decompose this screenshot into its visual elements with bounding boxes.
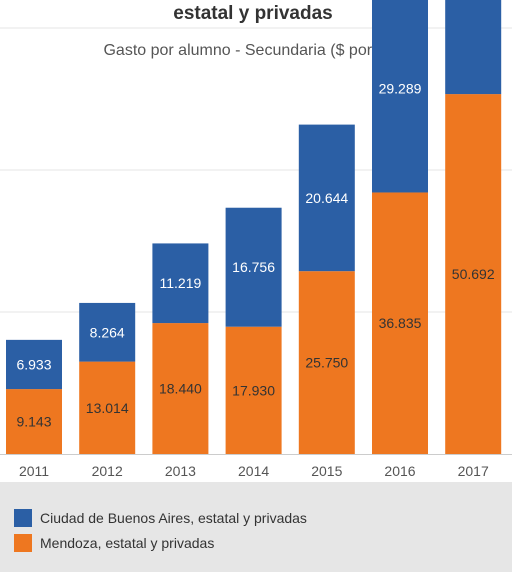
x-tick-label-2011: 2011 — [19, 463, 49, 479]
legend-item-mendoza[interactable]: Mendoza, estatal y privadas — [14, 533, 214, 553]
bar-caba-2017[interactable] — [445, 0, 502, 95]
bar-mendoza-2013[interactable] — [152, 323, 209, 454]
legend-swatch-mendoza — [14, 534, 32, 552]
data-label-mendoza-2013: 18.440 — [159, 381, 202, 397]
legend-swatch-caba — [14, 509, 32, 527]
bar-caba-2013[interactable] — [152, 243, 209, 324]
bar-caba-2011[interactable] — [6, 339, 62, 390]
data-label-caba-2011: 6.933 — [16, 356, 51, 372]
data-label-caba-2016: 29.289 — [379, 80, 422, 96]
x-tick-label-2016: 2016 — [384, 463, 415, 479]
x-tick-label-2017: 2017 — [458, 463, 489, 479]
data-label-caba-2013: 11.219 — [160, 275, 202, 291]
x-tick-label-2014: 2014 — [238, 463, 269, 479]
x-tick-label-2012: 2012 — [92, 463, 123, 479]
bar-caba-2015[interactable] — [298, 124, 355, 272]
data-label-mendoza-2011: 9.143 — [16, 414, 51, 430]
data-label-mendoza-2014: 17.930 — [232, 382, 275, 398]
legend: Ciudad de Buenos Aires, estatal y privad… — [0, 482, 512, 572]
bar-mendoza-2015[interactable] — [298, 271, 355, 454]
data-label-mendoza-2017: 50.692 — [452, 266, 495, 282]
legend-label-mendoza: Mendoza, estatal y privadas — [40, 535, 215, 551]
x-tick-label-2015: 2015 — [311, 463, 342, 479]
legend-item-caba[interactable]: Ciudad de Buenos Aires, estatal y privad… — [14, 508, 307, 528]
bar-mendoza-2017[interactable] — [445, 94, 502, 455]
bar-mendoza-2016[interactable] — [372, 192, 428, 454]
bar-caba-2012[interactable] — [79, 302, 136, 362]
data-label-mendoza-2016: 36.835 — [379, 315, 422, 331]
bar-caba-2016[interactable] — [372, 0, 428, 193]
bar-mendoza-2014[interactable] — [225, 326, 282, 454]
chart-subtitle: Gasto por alumno - Secundaria ($ por año… — [103, 42, 409, 59]
bar-caba-2014[interactable] — [225, 207, 282, 327]
data-label-caba-2014: 16.756 — [232, 259, 275, 275]
bar-mendoza-2012[interactable] — [79, 361, 136, 454]
x-tick-label-2013: 2013 — [165, 463, 196, 479]
data-label-mendoza-2012: 13.014 — [86, 400, 129, 416]
bar-mendoza-2011[interactable] — [6, 389, 62, 454]
data-label-caba-2012: 8.264 — [90, 324, 125, 340]
chart-title: estatal y privadas — [173, 3, 333, 24]
data-label-mendoza-2015: 25.750 — [305, 355, 348, 371]
legend-label-caba: Ciudad de Buenos Aires, estatal y privad… — [40, 510, 307, 526]
data-label-caba-2015: 20.644 — [305, 190, 348, 206]
stacked-bar-chart: 9.143 6.933 2011 13.014 8.264 2012 18.440 11.21… — [0, 0, 512, 479]
